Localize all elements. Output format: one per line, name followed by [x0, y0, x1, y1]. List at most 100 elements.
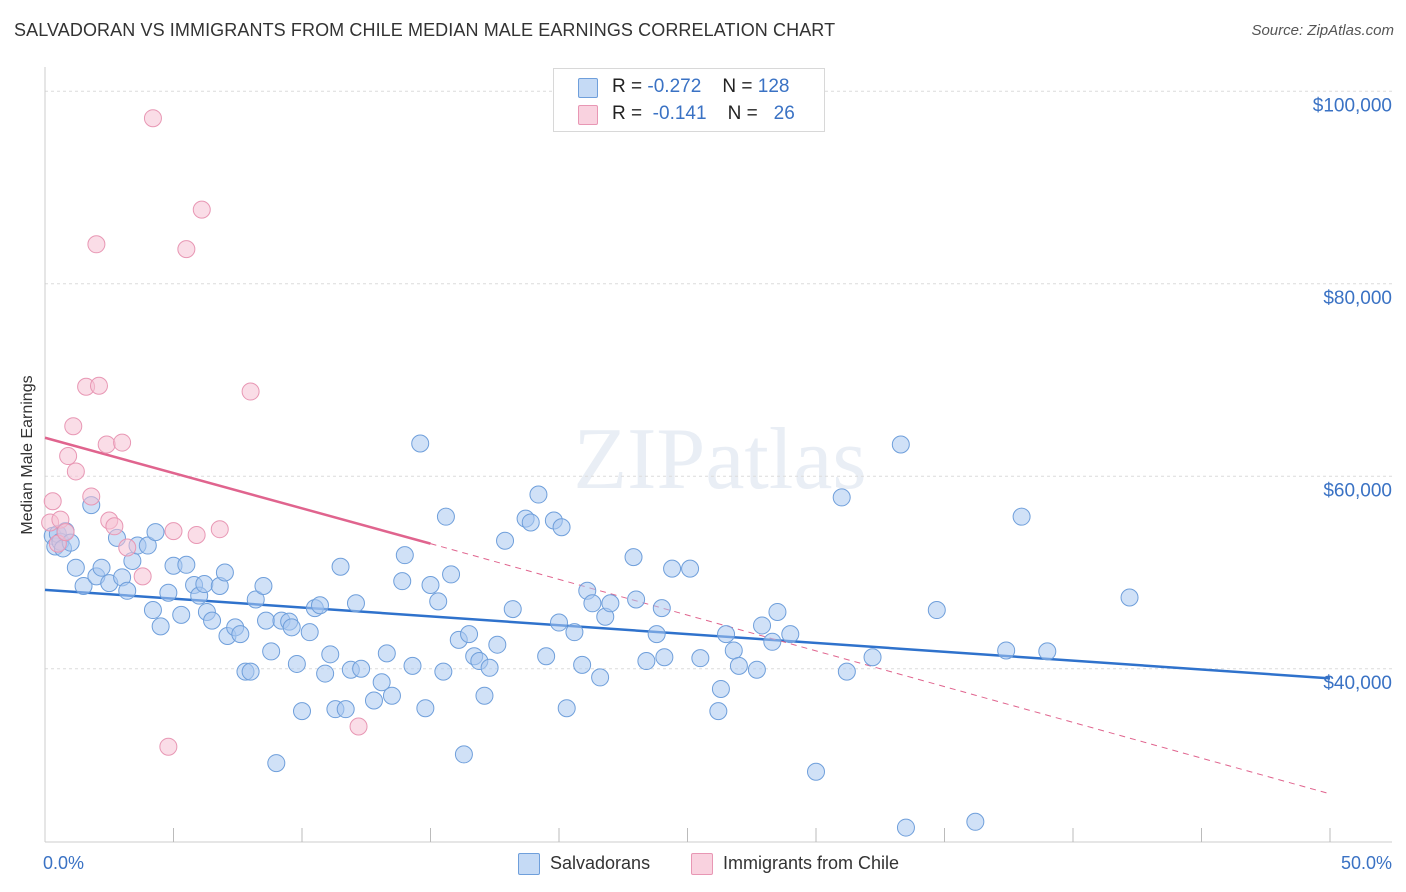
data-point: [637, 652, 656, 671]
data-point: [331, 557, 350, 576]
chart-title: SALVADORAN VS IMMIGRANTS FROM CHILE MEDI…: [14, 20, 836, 40]
data-point: [624, 548, 643, 567]
data-point: [557, 699, 576, 718]
data-point: [74, 576, 93, 595]
data-point: [287, 654, 306, 673]
data-point: [1038, 642, 1057, 661]
data-point: [503, 600, 522, 619]
legend-r-value: -0.272: [647, 76, 702, 97]
watermark: ZIPatlas: [573, 411, 866, 508]
y-tick-label: $100,000: [1313, 95, 1392, 116]
data-point: [210, 520, 229, 539]
data-point: [832, 488, 851, 507]
data-point: [310, 596, 329, 615]
data-point: [82, 487, 101, 506]
data-point: [763, 632, 782, 651]
data-point: [293, 702, 311, 721]
data-point: [655, 648, 674, 667]
data-point: [403, 656, 422, 675]
legend-n-value: 128: [757, 76, 790, 97]
y-tick-label: $60,000: [1323, 480, 1392, 501]
data-point: [411, 434, 430, 453]
data-point: [300, 623, 319, 642]
data-point: [550, 613, 568, 632]
data-point: [565, 623, 584, 642]
data-point: [195, 575, 214, 594]
data-point: [138, 536, 157, 555]
data-point: [711, 679, 730, 698]
data-point: [262, 642, 281, 661]
data-point: [282, 618, 301, 637]
legend-label: Immigrants from Chile: [723, 853, 900, 873]
data-point: [863, 648, 882, 667]
data-point: [429, 592, 448, 611]
data-point: [927, 601, 946, 620]
data-point: [454, 745, 473, 764]
legend-swatch-blue: [578, 78, 598, 98]
data-point: [177, 555, 196, 574]
data-point: [172, 605, 191, 624]
data-point: [164, 522, 183, 541]
data-point: [552, 518, 571, 537]
y-tick-label: $80,000: [1323, 288, 1392, 309]
data-point: [113, 433, 132, 452]
data-point: [118, 538, 137, 557]
data-point: [143, 109, 162, 128]
data-point: [231, 625, 250, 644]
data-point: [1120, 588, 1139, 607]
data-point: [66, 558, 85, 577]
data-point: [416, 699, 435, 718]
data-point: [246, 590, 265, 609]
data-point: [97, 435, 116, 454]
legend-r-value: -0.141: [652, 103, 707, 124]
legend-r-label: R =: [612, 103, 643, 124]
data-point: [436, 507, 455, 526]
axes: [44, 67, 1392, 843]
data-point: [521, 513, 540, 532]
data-point: [966, 812, 985, 831]
data-point: [92, 558, 111, 577]
data-point: [254, 576, 273, 595]
data-point: [241, 662, 260, 681]
data-point: [192, 200, 211, 219]
data-point: [1012, 507, 1031, 526]
legend-n-label: N =: [722, 76, 753, 97]
data-point: [691, 649, 710, 668]
trend-line: [44, 436, 431, 545]
data-point: [87, 235, 106, 254]
data-point: [203, 611, 222, 630]
gridlines: [45, 90, 1392, 670]
data-point: [118, 581, 137, 600]
data-point: [717, 625, 736, 644]
data-point: [591, 668, 610, 687]
data-point: [997, 641, 1016, 660]
data-point: [346, 594, 365, 613]
data-point: [159, 737, 178, 756]
x-tick-label: 50.0%: [1341, 853, 1392, 873]
source-note: Source: ZipAtlas.com: [1251, 22, 1394, 39]
data-point: [681, 559, 700, 578]
data-point: [105, 517, 124, 536]
data-point: [747, 660, 766, 679]
data-point: [89, 376, 108, 395]
data-point: [442, 565, 461, 584]
data-point: [364, 691, 383, 710]
x-tick-label: 0.0%: [43, 853, 84, 873]
y-tick-label: $40,000: [1323, 673, 1392, 694]
legend-n-label: N =: [727, 103, 758, 124]
data-point: [460, 625, 479, 644]
data-point: [837, 662, 856, 681]
data-points: [41, 109, 1139, 837]
legend-swatch-blue: [518, 853, 540, 875]
data-point: [56, 523, 75, 542]
data-point: [146, 523, 165, 542]
data-point: [768, 602, 787, 621]
data-point: [724, 641, 743, 660]
data-point: [753, 616, 772, 635]
data-point: [781, 625, 800, 644]
data-point: [143, 601, 162, 620]
legend-r-label: R =: [612, 76, 643, 97]
data-point: [187, 525, 206, 544]
data-point: [480, 658, 499, 677]
